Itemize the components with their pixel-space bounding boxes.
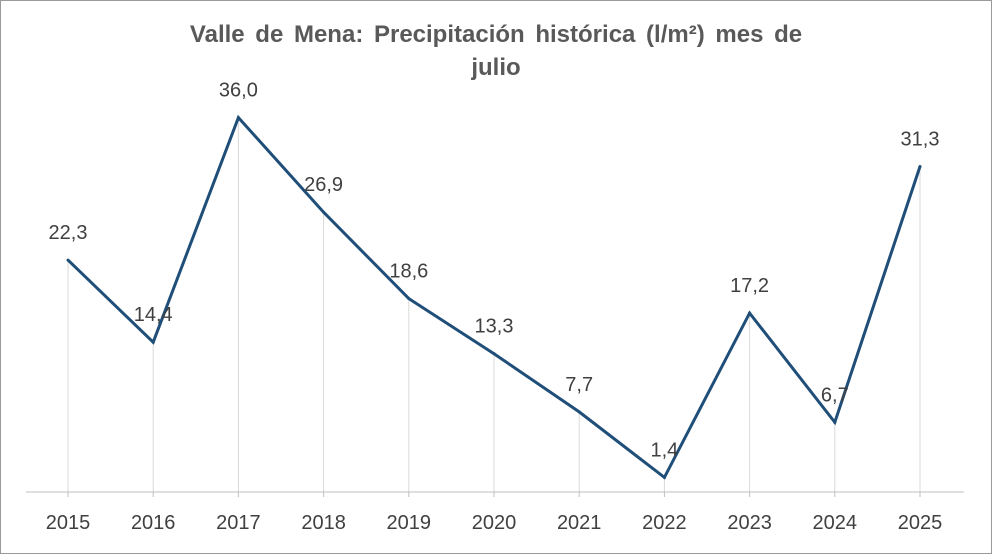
x-tick-label-2016: 2016 <box>131 512 176 534</box>
chart-title: Valle de Mena: Precipitación histórica (… <box>96 18 896 84</box>
x-tick-label-2019: 2019 <box>387 512 432 534</box>
data-point-2022 <box>662 475 666 479</box>
x-tick-label-2024: 2024 <box>813 512 858 534</box>
data-point-2025 <box>918 164 922 168</box>
data-label-2023: 17,2 <box>730 275 769 297</box>
data-label-2021: 7,7 <box>565 374 593 396</box>
data-label-2017: 36,0 <box>219 80 258 102</box>
data-point-2015 <box>66 258 70 262</box>
data-point-2018 <box>322 210 326 214</box>
x-tick-label-2020: 2020 <box>472 512 517 534</box>
x-tick-label-2025: 2025 <box>898 512 943 534</box>
data-label-2022: 1,4 <box>650 439 678 461</box>
data-label-2018: 26,9 <box>304 174 343 196</box>
x-tick-label-2021: 2021 <box>557 512 602 534</box>
data-label-2020: 13,3 <box>475 316 514 338</box>
data-label-2024: 6,7 <box>821 384 849 406</box>
data-point-2016 <box>151 340 155 344</box>
data-label-2016: 14,4 <box>134 304 173 326</box>
data-point-2024 <box>833 420 837 424</box>
data-label-2015: 22,3 <box>49 222 88 244</box>
x-tick-label-2022: 2022 <box>642 512 687 534</box>
x-tick-label-2017: 2017 <box>216 512 261 534</box>
data-point-2023 <box>748 311 752 315</box>
x-tick-label-2018: 2018 <box>301 512 346 534</box>
chart-title-line-2: julio <box>471 54 521 81</box>
chart-title-line-1: Valle de Mena: Precipitación histórica (… <box>189 21 803 48</box>
data-label-2025: 31,3 <box>901 128 940 150</box>
data-point-2019 <box>407 297 411 301</box>
data-point-2021 <box>577 410 581 414</box>
data-point-2020 <box>492 352 496 356</box>
x-tick-label-2023: 2023 <box>727 512 772 534</box>
x-tick-label-2015: 2015 <box>46 512 91 534</box>
data-label-2019: 18,6 <box>389 261 428 283</box>
data-point-2017 <box>236 116 240 120</box>
